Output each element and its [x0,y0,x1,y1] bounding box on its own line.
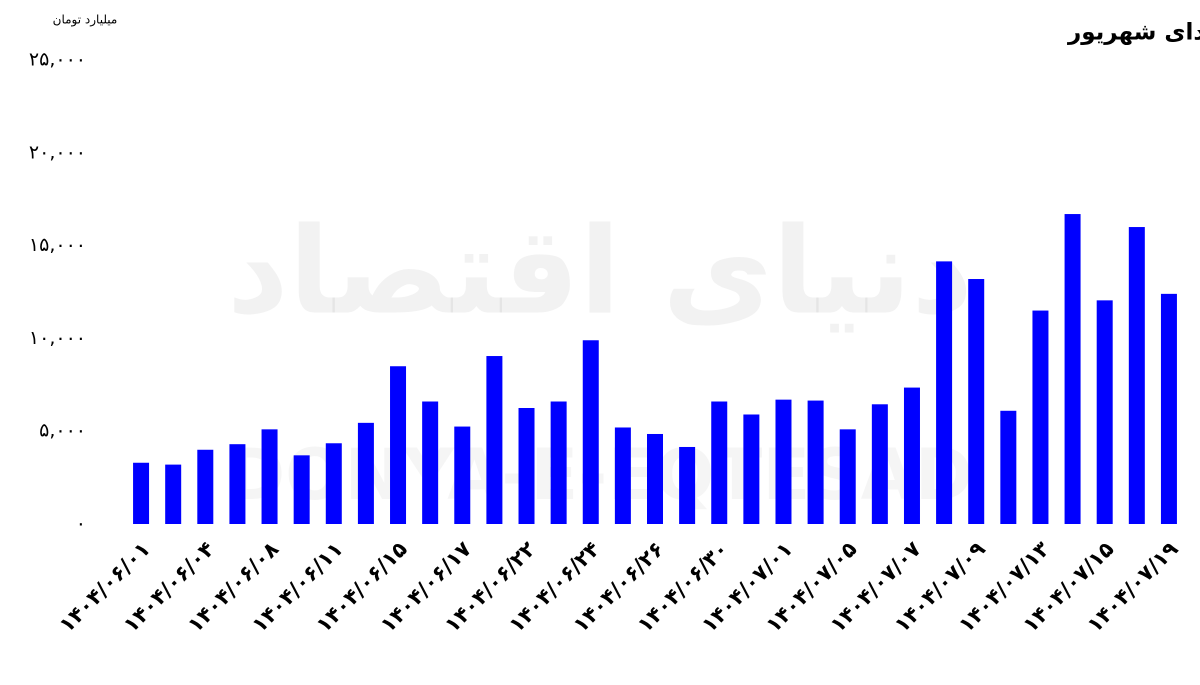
bar [454,426,471,524]
bar [614,427,631,524]
bar [293,455,310,524]
y-tick-label: ۱۰,۰۰۰ [29,327,86,349]
bar [165,464,182,524]
bar [422,401,439,524]
bar [743,414,760,524]
bar [133,462,150,524]
bar [1000,410,1017,524]
bar [647,433,663,524]
bar [518,408,535,524]
y-tick-label: ۰ [76,513,86,535]
bar [1032,310,1049,524]
y-axis-label: میلیارد تومان [53,13,118,28]
bar [486,356,503,524]
watermark: دنیای اقتصاد [227,203,973,342]
bar [1064,214,1081,524]
bar [229,444,246,524]
bar [261,429,278,524]
bar [390,366,407,524]
bar [550,401,567,524]
bar [968,279,985,524]
bar [1128,227,1145,525]
bar [807,400,824,524]
y-tick-label: ۲۵,۰۰۰ [29,49,86,71]
bar [582,340,599,524]
bar [1096,300,1113,524]
bar [325,443,342,524]
y-tick-label: ۱۵,۰۰۰ [29,234,86,256]
y-tick-label: ۵,۰۰۰ [39,420,86,442]
bar [357,422,374,524]
bar [679,446,696,524]
bar [1160,293,1177,524]
bar [871,404,888,524]
chart-title: روند ارزش معاملات بازار (سهام، حق‌تقدم و… [1067,20,1200,46]
bar [936,261,953,524]
bar [775,399,792,524]
bar [839,429,856,524]
y-tick-label: ۲۰,۰۰۰ [29,141,86,163]
bar [197,449,214,524]
bar [711,401,728,524]
bar [903,387,920,524]
